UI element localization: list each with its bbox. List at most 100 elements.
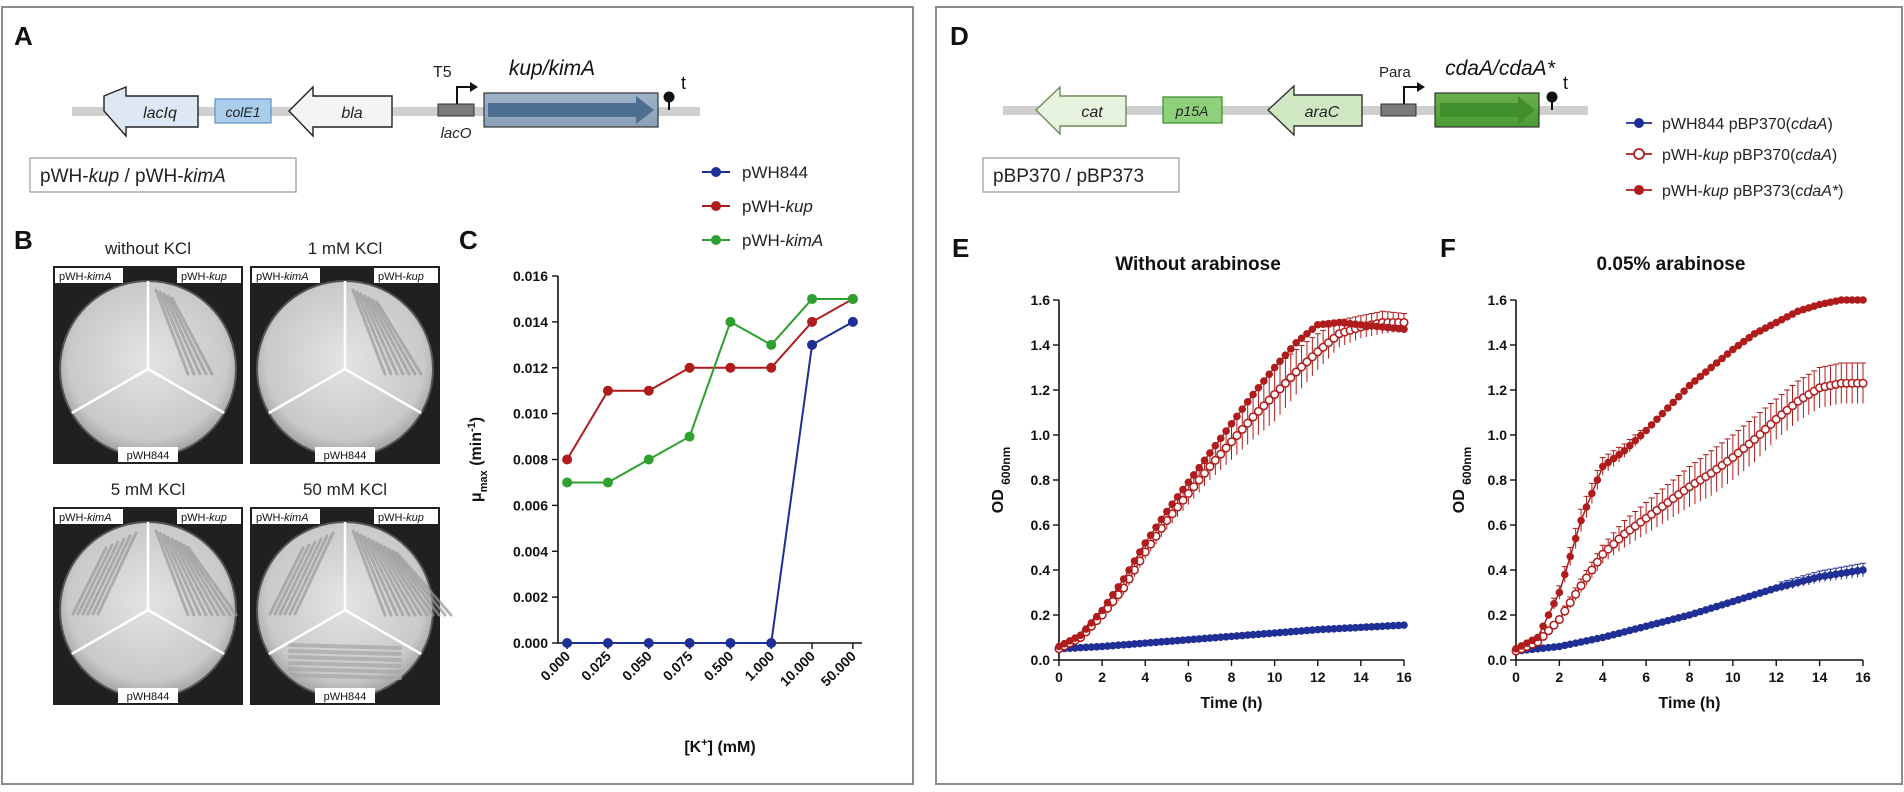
f-data-point: [1723, 350, 1732, 358]
growth-streak: [379, 543, 429, 617]
panel-a-letter: A: [14, 21, 33, 51]
chart-e: Without arabinose 0.0 0.2 0.4 0.6 0.8 1.0 1.2 1.…: [990, 254, 1412, 712]
f-y-tick-label: 0.4: [1488, 562, 1508, 578]
e-x-tick-label: 6: [1184, 669, 1192, 685]
c-data-point: [725, 316, 736, 327]
e-x-axis-label: Time (h): [1201, 695, 1263, 712]
e-data-point: [1259, 401, 1269, 411]
f-y-tick-label: 1.0: [1488, 427, 1508, 443]
e-data-point: [1189, 482, 1199, 492]
f-y-tick-label: 1.2: [1488, 382, 1508, 398]
e-data-point: [1297, 362, 1307, 372]
right-panel-frame: [935, 6, 1903, 785]
e-data-point: [1076, 643, 1085, 652]
e-data-point: [1141, 539, 1150, 547]
c-data-point: [725, 638, 736, 648]
plate-title: 1 mM KCl: [308, 239, 383, 258]
f-data-point: [1543, 626, 1554, 636]
f-y-tick-label: 1.4: [1488, 337, 1508, 353]
c-data-point: [766, 362, 777, 373]
e-data-point: [1184, 478, 1193, 487]
growth-streak: [387, 547, 441, 617]
f-data-point: [1669, 398, 1678, 407]
f-data-point: [1859, 566, 1867, 574]
e-data-point: [1260, 377, 1268, 385]
f-data-point: [1609, 539, 1619, 549]
growth-streak: [81, 540, 120, 616]
sector-label-bg: [374, 509, 438, 524]
plasmid-a-name-box: [29, 157, 297, 193]
e-data-point: [1270, 363, 1279, 372]
e-data-point: [1082, 625, 1090, 633]
f-data-point: [1718, 354, 1726, 363]
e-data-point: [1173, 493, 1182, 501]
c-y-tick-label: 0.014: [513, 314, 548, 330]
e-data-point: [1384, 622, 1392, 630]
c-data-point: [847, 293, 858, 304]
plate-title: 50 mM KCl: [303, 480, 387, 499]
growth-streak: [375, 541, 423, 617]
f-x-tick-label: 12: [1768, 669, 1784, 685]
sector-label-bottom: pWH844: [127, 691, 170, 703]
sector-label-left: pWH-kimA: [256, 512, 309, 524]
insert-kup-kimA-label: kup/kimA: [509, 57, 595, 80]
gene-colE1-box: [214, 98, 272, 124]
f-data-point: [1593, 476, 1602, 484]
e-data-point: [1243, 418, 1253, 428]
f-data-point: [1760, 424, 1770, 434]
c-data-point: [807, 339, 818, 350]
e-data-point: [1210, 455, 1220, 465]
e-data-point: [1195, 463, 1203, 472]
f-data-point: [1609, 454, 1618, 463]
panel-d-letter: D: [950, 21, 969, 51]
growth-streak: [288, 534, 329, 616]
sector-divider: [147, 367, 225, 415]
e-data-point: [1330, 624, 1338, 633]
e-data-point: [1297, 334, 1306, 343]
e-x-tick-label: 2: [1098, 669, 1106, 685]
growth-streak: [154, 529, 190, 617]
e-x-tick-label: 16: [1396, 669, 1412, 685]
growth-streak: [371, 298, 417, 376]
growth-streak: [170, 537, 214, 617]
lacO-label: lacO: [441, 125, 472, 142]
e-data-point: [1183, 488, 1193, 499]
f-data-point: [1604, 458, 1612, 467]
growth-streak: [186, 545, 238, 617]
f-data-point: [1685, 381, 1694, 390]
c-series-line: [567, 297, 853, 484]
e-data-point: [1233, 412, 1241, 421]
growth-streak: [162, 533, 202, 617]
f-data-point: [1750, 434, 1760, 445]
f-data-point: [1631, 436, 1640, 445]
e-data-point: [1200, 456, 1209, 465]
growth-streak: [383, 545, 435, 617]
e-data-point: [1291, 367, 1301, 377]
gene-bla-arrow: [288, 85, 393, 138]
c-y-axis-label: μmax (min-1): [466, 417, 490, 502]
f-y-tick-label: 0.8: [1488, 472, 1508, 488]
terminator-d-label: t: [1563, 73, 1568, 93]
sector-label-bg: [177, 509, 241, 524]
f-data-point: [1636, 431, 1645, 440]
f-data-point: [1544, 611, 1553, 619]
e-data-point: [1237, 424, 1247, 434]
f-data-point: [1858, 378, 1868, 388]
e-data-point: [1092, 642, 1101, 651]
e-y-tick-label: 0.2: [1031, 607, 1051, 623]
para-label: Para: [1379, 64, 1411, 81]
legend-d-text-1: pWH844 pBP370(cdaA): [1662, 116, 1833, 133]
f-x-tick-label: 8: [1686, 669, 1694, 685]
c-legend-marker: [711, 201, 721, 211]
f-data-point: [1615, 450, 1623, 459]
e-data-point: [1308, 325, 1317, 334]
plasmid-d-name: pBP370 / pBP373: [993, 166, 1144, 187]
f-data-point: [1755, 429, 1765, 439]
c-data-point: [807, 293, 818, 304]
growth-streak: [268, 546, 305, 616]
e-data-point: [1146, 531, 1155, 539]
growth-streak: [174, 539, 220, 617]
e-x-tick-label: 4: [1141, 669, 1149, 685]
e-data-point: [1313, 625, 1322, 634]
e-data-point: [1157, 515, 1166, 524]
